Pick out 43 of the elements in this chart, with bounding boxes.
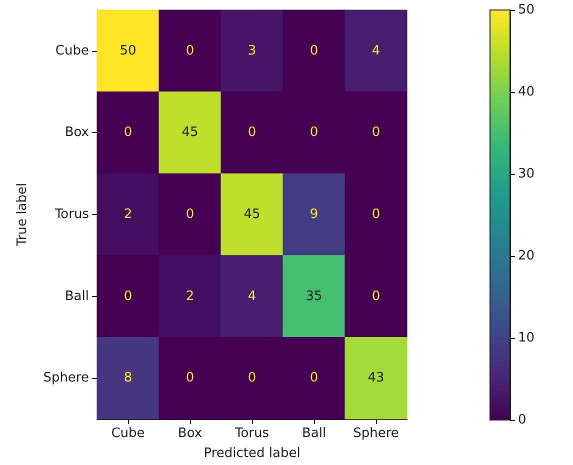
y-tick-label: Sphere	[43, 370, 89, 386]
data-label: 8	[124, 370, 132, 386]
data-label: 2	[124, 207, 132, 222]
data-label: 0	[124, 125, 132, 140]
data-label: 0	[186, 43, 194, 58]
data-label: 0	[310, 370, 318, 386]
data-label: 0	[124, 288, 132, 304]
data-label: 0	[310, 125, 318, 140]
color-bar-label: 10	[518, 330, 535, 346]
color-bar-label: 40	[518, 84, 535, 100]
data-label: 0	[372, 125, 380, 140]
data-label: 43	[368, 370, 384, 386]
data-label: 4	[248, 288, 256, 304]
color-bar-label: 20	[518, 248, 535, 264]
x-tick-label: Torus	[234, 426, 270, 441]
color-bar-label: 0	[518, 412, 526, 428]
data-label: 0	[186, 370, 194, 386]
x-tick-label: Box	[178, 426, 202, 441]
data-label: 0	[310, 43, 318, 58]
color-bar-label: 30	[518, 166, 535, 182]
data-label: 0	[372, 288, 380, 304]
data-label: 2	[186, 288, 194, 304]
data-label: 35	[306, 288, 322, 304]
color-bar-label: 50	[518, 2, 535, 18]
y-axis-title: True label	[15, 182, 30, 248]
x-tick-label: Cube	[111, 426, 145, 441]
data-label: 0	[186, 207, 194, 222]
y-tick-label: Cube	[55, 43, 89, 58]
y-tick-label: Torus	[54, 207, 90, 222]
x-axis-title: Predicted label	[204, 446, 300, 461]
data-label: 45	[182, 125, 198, 140]
data-label: 0	[248, 370, 256, 386]
data-label: 9	[310, 207, 318, 222]
y-tick-label: Ball	[64, 288, 89, 304]
data-label: 0	[248, 125, 256, 140]
x-tick-label: Ball	[302, 426, 326, 441]
data-label: 0	[372, 207, 380, 222]
y-tick-label: Box	[64, 125, 90, 140]
x-tick-label: Sphere	[353, 426, 399, 441]
data-label: 3	[248, 43, 256, 58]
data-label: 45	[244, 207, 260, 222]
data-label: 4	[372, 43, 380, 58]
data-label: 50	[120, 43, 136, 58]
